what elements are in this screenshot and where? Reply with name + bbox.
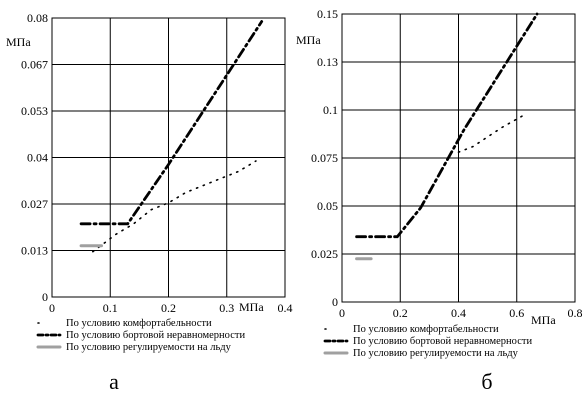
y-tick-label: 0.075 <box>311 151 338 165</box>
x-tick-label: 0.3 <box>219 301 234 315</box>
y-axis-unit-label: МПа <box>6 35 31 49</box>
x-tick-label: 0 <box>49 301 55 315</box>
x-tick-label: 0.4 <box>451 306 466 320</box>
legend-entry: По условию бортовой неравномерности <box>353 336 532 347</box>
y-tick-label: 0.067 <box>21 58 48 72</box>
x-tick-label: 0.4 <box>278 301 293 315</box>
series-line-dotted <box>457 115 524 153</box>
y-tick-label: 0.1 <box>323 103 338 117</box>
legend-entry: По условию регулируемости на льду <box>66 342 232 353</box>
x-tick-label: 0.6 <box>509 306 524 320</box>
plot-frame <box>51 17 286 298</box>
y-tick-label: 0.013 <box>21 244 48 258</box>
y-tick-label: 0.08 <box>27 11 48 25</box>
x-tick-label: 0.8 <box>568 306 583 320</box>
y-tick-label: 0.13 <box>317 55 338 69</box>
legend-entry: По условию бортовой неравномерности <box>66 330 245 341</box>
series-line-dotted <box>92 160 257 253</box>
y-tick-label: 0.053 <box>21 104 48 118</box>
y-tick-label: 0 <box>332 295 338 309</box>
x-tick-label: 0.2 <box>393 306 408 320</box>
chart-panel-1: 0 0.1 0.2 0.3 0.4 0 0.013 0.027 0.04 0.053 0.067 0.… <box>6 11 293 394</box>
y-tick-label: 0.025 <box>311 247 338 261</box>
x-tick-label: 0.1 <box>103 301 118 315</box>
y-tick-label: 0.15 <box>317 7 338 21</box>
chart-panel-2: 0 0.2 0.4 0.6 0.8 0 0.025 0.05 0.075 0.1 0.13 0.15 М… <box>296 7 583 394</box>
legend-entry: По условию комфортабельности <box>66 318 212 329</box>
series-line-dash-dot <box>355 12 539 239</box>
x-tick-label: 0 <box>339 306 345 320</box>
y-tick-label: 0 <box>42 290 48 304</box>
y-axis-unit-label: МПа <box>296 33 321 47</box>
panel-label: б <box>481 369 492 394</box>
x-axis-unit-label: МПа <box>239 300 264 314</box>
y-tick-label: 0.05 <box>317 199 338 213</box>
y-tick-label: 0.027 <box>21 197 48 211</box>
x-axis-unit-label: МПа <box>531 313 556 327</box>
series-line-dash-dot <box>79 20 264 226</box>
y-tick-label: 0.04 <box>27 151 48 165</box>
plot-frame <box>341 13 576 303</box>
x-tick-label: 0.2 <box>161 301 176 315</box>
legend-entry: По условию регулируемости на льду <box>353 348 519 359</box>
panel-label: а <box>109 369 119 394</box>
legend-entry: По условию комфортабельности <box>353 324 499 335</box>
